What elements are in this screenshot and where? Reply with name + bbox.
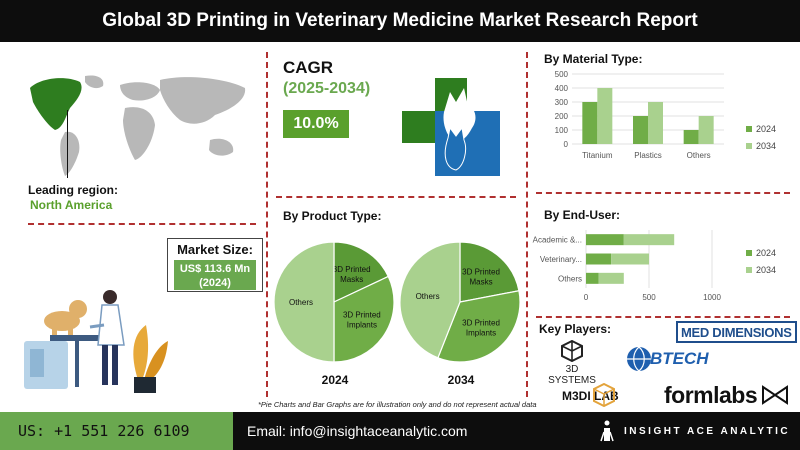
- logo-3d-systems: 3D SYSTEMS: [542, 340, 602, 386]
- pie-chart-2034: 3D Printed Masks 3D Printed Implants Others: [399, 241, 521, 363]
- page-title: Global 3D Printing in Veterinary Medicin…: [0, 0, 800, 42]
- enduser-bar-0-0: [586, 234, 624, 246]
- end-user-bar-chart: 0 500 1000 Academic &... Veterinary... Others…: [533, 230, 776, 302]
- pie-2024-slice-1: [333, 275, 395, 363]
- material-xtick-1: Plastics: [634, 151, 662, 160]
- enduser-legend-label-1: 2034: [756, 265, 776, 275]
- logo-med-dimensions: MED DIMENSIONS: [676, 321, 797, 343]
- enduser-legend-swatch-1: [746, 267, 752, 273]
- cagr-period: (2025-2034): [283, 80, 371, 97]
- pie-2034-slice-label-2: Others: [416, 292, 440, 301]
- enduser-xtick-1: 500: [642, 293, 656, 302]
- material-xtick-2: Others: [687, 151, 711, 160]
- logo-formlabs-text: formlabs: [664, 381, 758, 408]
- enduser-ytick-2: Others: [558, 274, 582, 283]
- material-legend-swatch-0: [746, 126, 752, 132]
- market-size-amount: US$ 113.6 Mn: [179, 263, 251, 275]
- key-players-title: Key Players:: [539, 322, 612, 336]
- material-legend-label-1: 2034: [756, 141, 776, 151]
- market-size-value: US$ 113.6 Mn (2024): [174, 260, 256, 290]
- footer-brand: INSIGHT ACE ANALYTIC: [600, 412, 790, 450]
- pie-2034-slice-1: [437, 290, 521, 363]
- enduser-bar-1-1: [611, 253, 649, 265]
- material-ytick-3: 300: [555, 98, 569, 107]
- disclaimer-note: *Pie Charts and Bar Graphs are for illus…: [258, 400, 537, 409]
- market-size-year: (2024): [199, 277, 231, 289]
- material-ytick-1: 100: [555, 126, 569, 135]
- pie-2034-slice-2: [399, 241, 461, 359]
- divider-right-h1: [536, 192, 790, 194]
- btech-globe-icon: [627, 346, 651, 372]
- divider-left-h: [28, 223, 256, 225]
- material-bar-0-1: [633, 116, 648, 144]
- footer-phone-text: US: +1 551 226 6109: [18, 422, 190, 440]
- 3d-systems-cube-icon: [561, 340, 583, 362]
- logo-3d-systems-text: 3D SYSTEMS: [548, 364, 596, 386]
- market-size-panel: Market Size: US$ 113.6 Mn (2024): [167, 238, 263, 292]
- material-bar-0-0: [582, 102, 598, 144]
- enduser-bar-1-0: [623, 234, 675, 246]
- pie-2024-slice-0: [333, 241, 390, 303]
- pie-chart-2024: 3D Printed Masks 3D Printed Implants Others: [273, 241, 395, 363]
- logo-formlabs: formlabs: [664, 380, 789, 410]
- enduser-bar-0-1: [586, 253, 612, 265]
- enduser-ytick-0: Academic &...: [533, 236, 582, 245]
- material-ytick-2: 200: [555, 112, 569, 121]
- veterinary-cross-icon: [402, 78, 500, 176]
- formlabs-mark-icon: [762, 385, 789, 405]
- divider-right-h2: [536, 316, 790, 318]
- divider-mid-h: [276, 196, 516, 198]
- footer-email-text: Email: info@insightaceanalytic.com: [247, 423, 468, 439]
- pie-caption-2024: 2024: [321, 373, 349, 387]
- divider-left: [266, 52, 268, 397]
- map-pointer-line: [67, 110, 68, 178]
- divider-right: [526, 52, 528, 397]
- logo-btech-text: BTECH: [650, 349, 709, 368]
- cagr-value: 10.0%: [283, 110, 349, 138]
- pie-2034-slice-label-0: 3D Printed Masks: [462, 268, 500, 287]
- material-bar-1-1: [648, 102, 663, 144]
- footer-phone[interactable]: US: +1 551 226 6109: [0, 412, 233, 450]
- pie-2024-slice-2: [273, 241, 335, 363]
- enduser-bar-0-2: [586, 272, 599, 284]
- material-bar-chart: 0 100 200 300 400 500 Titanium Plastics Others 20…: [555, 70, 776, 160]
- material-bar-0-2: [683, 130, 699, 144]
- pie-caption-2034: 2034: [447, 373, 475, 387]
- product-type-title: By Product Type:: [283, 209, 382, 223]
- material-ytick-5: 500: [555, 70, 569, 79]
- m3di-cube-icon: [593, 383, 615, 407]
- leading-region-label: Leading region:: [28, 183, 118, 197]
- material-legend-swatch-1: [746, 143, 752, 149]
- logo-btech: BTECH: [626, 345, 716, 373]
- pie-2034-slice-label-1: 3D Printed Implants: [462, 318, 500, 337]
- material-type-title: By Material Type:: [544, 52, 643, 66]
- material-ytick-4: 400: [555, 84, 569, 93]
- material-bar-1-0: [597, 88, 613, 144]
- material-ytick-0: 0: [564, 140, 569, 149]
- enduser-xtick-2: 1000: [703, 293, 721, 302]
- pie-2024-slice-label-1: 3D Printed Implants: [343, 311, 381, 330]
- pie-2034-slice-0: [459, 241, 520, 303]
- enduser-xtick-0: 0: [584, 293, 589, 302]
- leading-region-value: North America: [30, 198, 113, 212]
- world-map-icon: [30, 75, 246, 176]
- enduser-legend-label-0: 2024: [756, 248, 776, 258]
- pie-2024-slice-label-0: 3D Printed Masks: [333, 265, 371, 284]
- material-bar-1-2: [698, 116, 714, 144]
- logo-med-dimensions-text: MED DIMENSIONS: [681, 324, 792, 340]
- material-legend-label-0: 2024: [756, 124, 776, 134]
- pie-2024-slice-label-2: Others: [289, 298, 313, 307]
- veterinarian-illustration-icon: [24, 290, 168, 393]
- market-size-title: Market Size:: [177, 242, 253, 257]
- end-user-title: By End-User:: [544, 208, 621, 222]
- enduser-ytick-1: Veterinary...: [540, 255, 582, 264]
- material-xtick-0: Titanium: [582, 151, 613, 160]
- footer-email[interactable]: Email: info@insightaceanalytic.com: [233, 412, 800, 450]
- cagr-title: CAGR: [283, 58, 334, 77]
- insight-ace-logo-icon: [600, 420, 614, 442]
- footer-brand-text: INSIGHT ACE ANALYTIC: [624, 425, 791, 437]
- enduser-bar-1-2: [598, 272, 624, 284]
- enduser-legend-swatch-0: [746, 250, 752, 256]
